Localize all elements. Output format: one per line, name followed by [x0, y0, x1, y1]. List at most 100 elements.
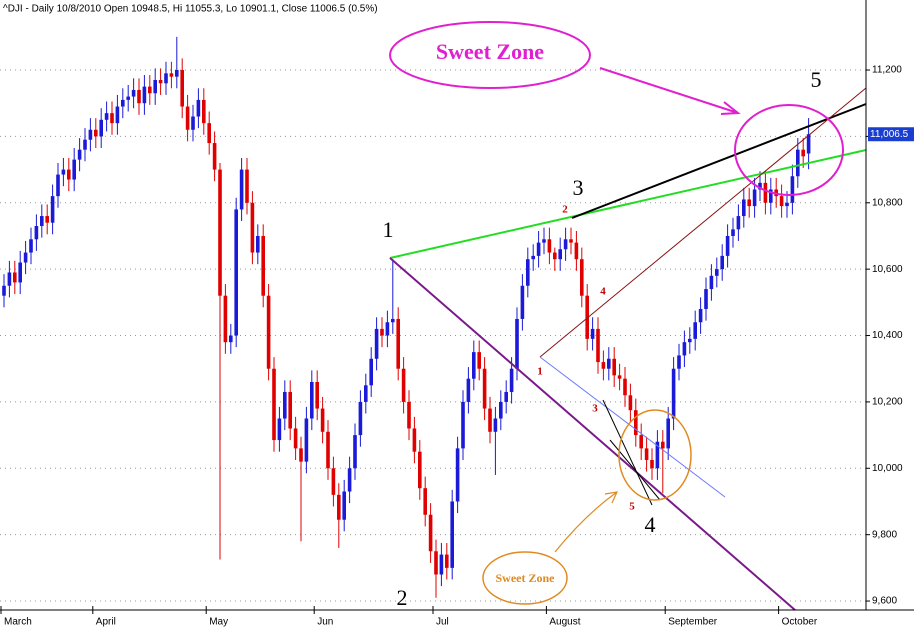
x-tick-label: September	[668, 617, 718, 628]
candle-body	[779, 196, 784, 207]
candle-body	[401, 368, 406, 402]
candle-body	[2, 285, 6, 296]
candle-body	[380, 328, 384, 336]
candle-body	[558, 249, 562, 260]
candle-body	[256, 235, 260, 253]
candle-body	[234, 209, 238, 336]
candle-body	[585, 295, 589, 339]
candle-body	[266, 295, 271, 369]
candle-body	[709, 275, 714, 290]
candle-body	[455, 448, 460, 502]
candle-body	[142, 86, 147, 104]
candle-body	[747, 199, 751, 207]
candle-body	[396, 318, 400, 369]
callout-label: Sweet Zone	[496, 571, 556, 585]
trend-line	[602, 399, 653, 506]
candles	[2, 36, 811, 598]
candle-body	[445, 554, 449, 568]
candle-body	[698, 308, 703, 323]
y-tick-label: 11,200	[872, 65, 902, 76]
candle-body	[126, 96, 130, 100]
candle-body	[310, 381, 314, 419]
arrow	[599, 67, 741, 115]
candle-body	[115, 106, 120, 124]
candle-body	[688, 338, 692, 343]
candle-body	[94, 129, 98, 137]
candle-body	[553, 252, 557, 260]
candle-body	[29, 239, 33, 253]
candle-body	[272, 368, 276, 441]
candle-body	[520, 285, 525, 319]
candle-body	[725, 235, 730, 256]
candle-body	[245, 169, 249, 203]
candle-body	[131, 89, 136, 97]
candle-body	[175, 70, 179, 77]
candle-body	[650, 459, 654, 469]
candle-body	[655, 441, 660, 469]
candle-body	[169, 73, 174, 77]
trend-line	[571, 103, 867, 219]
candle-body	[428, 514, 433, 552]
callout-label: Sweet Zone	[436, 39, 544, 64]
candle-body	[736, 216, 741, 230]
candle-body	[623, 378, 627, 396]
candle-body	[666, 418, 670, 449]
candle-body	[466, 378, 471, 402]
candle-body	[806, 134, 811, 154]
candle-body	[13, 272, 17, 283]
trend-line	[389, 149, 867, 259]
trend-lines	[389, 21, 867, 611]
x-tick-label: August	[549, 617, 580, 628]
y-tick-label: 10,600	[872, 264, 903, 275]
x-tick-label: May	[209, 617, 228, 628]
candle-body	[693, 322, 697, 339]
sub-wave-label: 5	[629, 501, 635, 513]
candle-body	[34, 226, 39, 240]
candle-body	[407, 401, 411, 429]
candle-body	[342, 491, 346, 520]
candle-body	[121, 99, 125, 107]
candle-body	[482, 368, 487, 409]
candle-body	[790, 176, 795, 203]
candle-body	[261, 235, 265, 296]
candle-body	[596, 328, 600, 363]
candle-body	[72, 159, 76, 180]
sub-wave-label: 3	[592, 403, 598, 415]
y-tick-label: 10,000	[872, 463, 903, 474]
candle-body	[347, 468, 352, 492]
candle-body	[191, 116, 195, 130]
candle-body	[677, 355, 681, 369]
candle-body	[569, 239, 573, 243]
candle-body	[277, 418, 282, 441]
candle-body	[628, 395, 633, 411]
candle-body	[574, 242, 579, 260]
candle-body	[358, 401, 363, 436]
last-price-box	[868, 127, 914, 142]
candle-body	[320, 408, 325, 432]
wave-label: 5	[811, 67, 822, 92]
candle-body	[326, 431, 330, 469]
y-tick-label: 10,400	[872, 330, 903, 341]
candle-body	[704, 289, 708, 309]
candle-body	[752, 189, 757, 207]
candle-body	[315, 381, 319, 409]
x-tick-label: Jun	[317, 617, 333, 628]
candle-body	[434, 551, 438, 575]
candle-body	[450, 501, 454, 568]
candle-body	[472, 352, 476, 379]
candle-body	[601, 362, 606, 369]
sub-wave-label: 4	[600, 286, 606, 298]
candle-body	[83, 139, 87, 150]
candle-body	[158, 79, 163, 84]
candle-body	[391, 318, 395, 323]
candle-body	[202, 99, 206, 124]
candle-body	[547, 239, 552, 253]
candle-body	[661, 441, 665, 449]
candle-body	[283, 391, 287, 419]
candle-body	[61, 169, 66, 175]
x-tick-label: October	[782, 617, 818, 628]
trend-line	[609, 439, 661, 501]
candle-body	[634, 410, 638, 436]
candle-body	[337, 494, 341, 520]
